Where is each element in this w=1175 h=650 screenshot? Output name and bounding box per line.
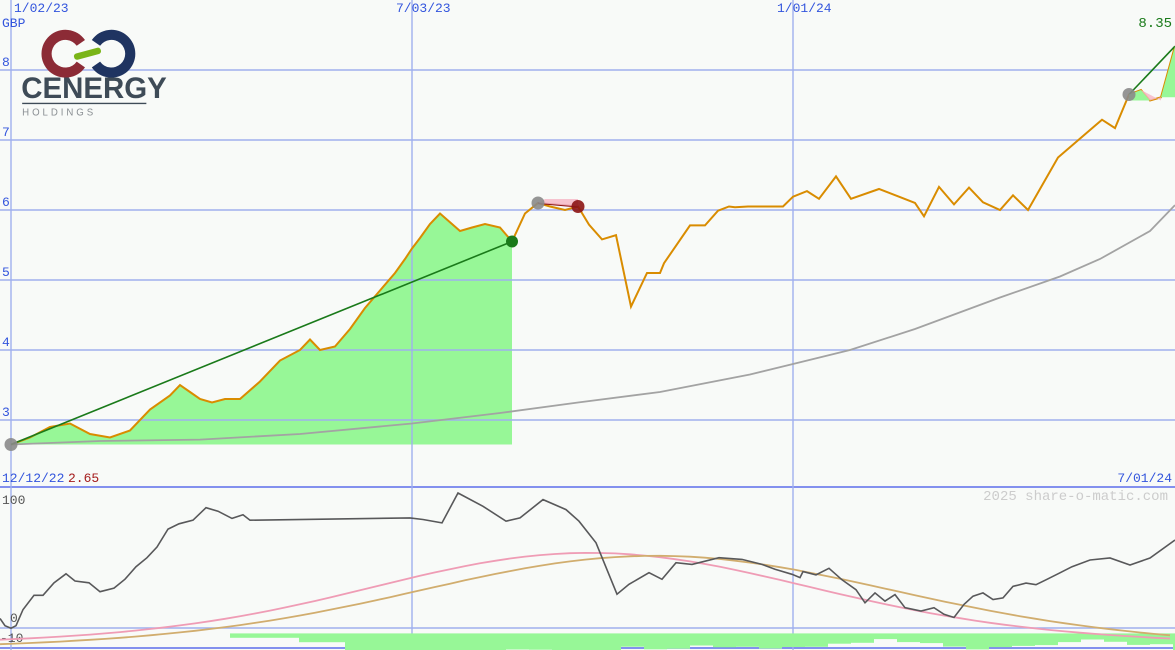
svg-text:GBP: GBP bbox=[2, 16, 26, 31]
svg-text:2025 share-o-matic.com: 2025 share-o-matic.com bbox=[983, 489, 1168, 505]
svg-text:8.35: 8.35 bbox=[1138, 16, 1172, 32]
svg-text:3: 3 bbox=[2, 405, 10, 420]
svg-text:7/01/24: 7/01/24 bbox=[1117, 471, 1172, 486]
svg-text:2.65: 2.65 bbox=[68, 471, 99, 486]
svg-text:4: 4 bbox=[2, 335, 10, 350]
svg-text:1/01/24: 1/01/24 bbox=[777, 1, 832, 16]
svg-text:5: 5 bbox=[2, 265, 10, 280]
svg-text:12/12/22: 12/12/22 bbox=[2, 471, 64, 486]
svg-text:HOLDINGS: HOLDINGS bbox=[22, 107, 96, 118]
svg-text:7/03/23: 7/03/23 bbox=[396, 1, 451, 16]
svg-text:1/02/23: 1/02/23 bbox=[14, 1, 69, 16]
svg-text:7: 7 bbox=[2, 125, 10, 140]
svg-text:100: 100 bbox=[2, 493, 25, 508]
svg-text:6: 6 bbox=[2, 195, 10, 210]
svg-text:8: 8 bbox=[2, 55, 10, 70]
svg-text:CENERGY: CENERGY bbox=[21, 72, 167, 105]
